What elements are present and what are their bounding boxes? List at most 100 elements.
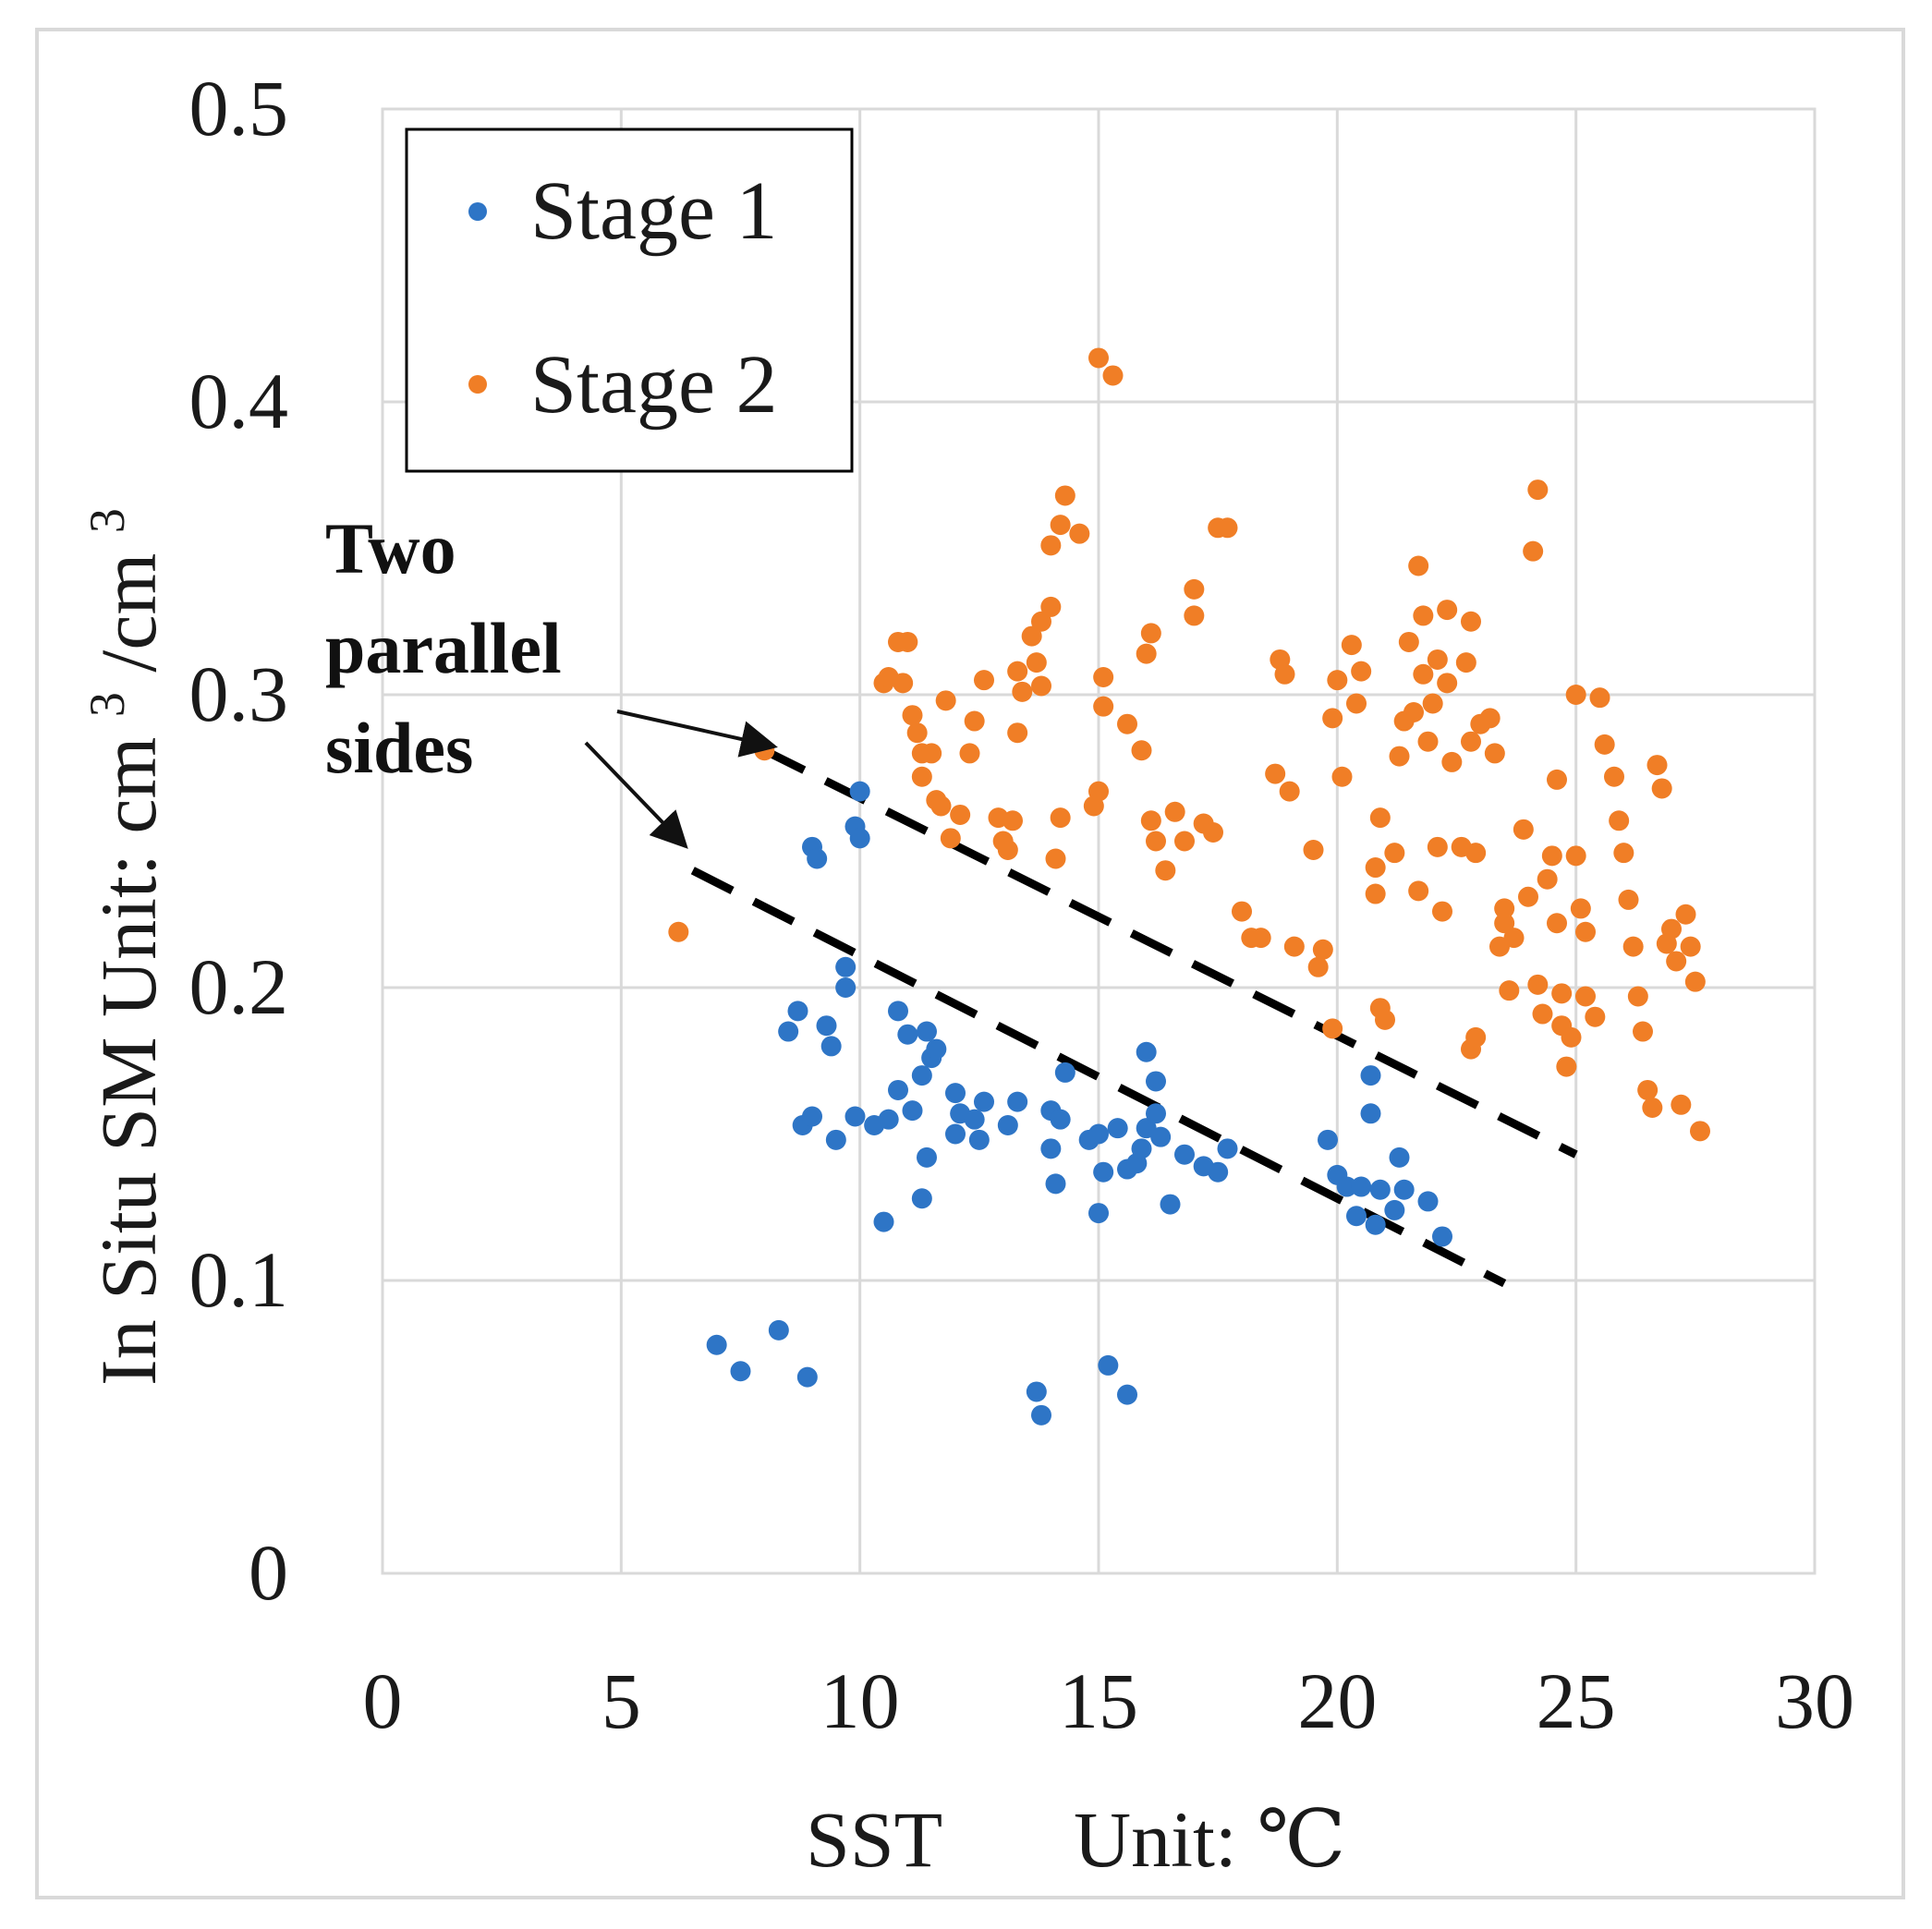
point-stage2 [1551, 983, 1573, 1004]
point-stage1 [1098, 1354, 1119, 1376]
point-stage1 [844, 1106, 866, 1127]
point-stage2 [1408, 880, 1429, 902]
point-stage2 [1164, 801, 1185, 822]
point-stage2 [1389, 746, 1410, 767]
reference-lines [690, 746, 1578, 1288]
point-stage2 [1408, 555, 1429, 576]
point-stage2 [1575, 986, 1596, 1007]
point-stage1 [1360, 1103, 1381, 1124]
point-stage2 [1131, 740, 1152, 761]
point-stage2 [1556, 1056, 1577, 1077]
y-axis-label-unit-mid: /cm [84, 553, 173, 673]
point-stage2 [1403, 702, 1424, 723]
point-stage2 [1136, 643, 1157, 664]
point-stage2 [1541, 845, 1562, 867]
point-stage2 [1088, 347, 1109, 369]
point-stage2 [1007, 661, 1028, 682]
point-stage1 [1031, 1404, 1051, 1426]
point-stage2 [1026, 652, 1047, 673]
point-stage1 [768, 1319, 789, 1341]
point-stage2 [1040, 596, 1062, 617]
point-stage2 [1661, 918, 1682, 940]
point-stage2 [1217, 517, 1238, 539]
x-axis-label-unit: Unit: ℃ [1074, 1795, 1346, 1884]
point-stage1 [1088, 1123, 1109, 1145]
point-stage2 [1437, 673, 1458, 694]
point-stage2 [1561, 1026, 1582, 1048]
point-stage1 [1050, 1109, 1071, 1130]
point-stage1 [997, 1114, 1018, 1135]
point-stage2 [1040, 535, 1062, 556]
y-axis-label-unit-sup: 3 [79, 692, 135, 717]
point-stage2 [1680, 936, 1701, 957]
x-tick-label: 25 [1537, 1656, 1616, 1745]
point-stage1 [1007, 1091, 1028, 1112]
point-stage2 [1155, 860, 1176, 881]
point-stage2 [1666, 951, 1687, 972]
point-stage2 [1527, 479, 1549, 501]
point-stage1 [835, 956, 857, 977]
point-stage2 [1690, 1121, 1710, 1142]
point-stage2 [1398, 631, 1419, 652]
x-tick-label: 5 [601, 1656, 641, 1745]
point-stage2 [1585, 1006, 1606, 1027]
point-stage1 [974, 1091, 994, 1112]
point-stage1 [1365, 1214, 1386, 1235]
point-stage2 [1312, 939, 1333, 960]
point-stage2 [1384, 843, 1405, 864]
point-stage2 [1331, 766, 1353, 787]
point-stage2 [1351, 661, 1372, 682]
point-stage2 [1050, 515, 1071, 536]
point-stage1 [902, 1100, 923, 1122]
point-stage2 [1627, 986, 1648, 1007]
point-stage1 [816, 1015, 837, 1037]
data-points [668, 347, 1710, 1426]
point-stage2 [1484, 743, 1505, 764]
point-stage2 [1651, 778, 1672, 799]
point-stage2 [1465, 1026, 1487, 1048]
point-stage2 [668, 921, 689, 942]
point-stage2 [906, 722, 928, 744]
point-stage2 [1054, 485, 1075, 506]
point-stage2 [1494, 913, 1515, 934]
point-stage1 [1146, 1071, 1166, 1092]
point-stage2 [1427, 649, 1448, 670]
x-tick-label: 10 [820, 1656, 900, 1745]
point-stage2 [1341, 635, 1362, 656]
point-stage2 [1465, 843, 1487, 864]
legend-label-stage2: Stage 2 [530, 339, 777, 431]
point-stage2 [1503, 928, 1525, 949]
point-stage2 [1045, 848, 1066, 869]
point-stage2 [1671, 1094, 1692, 1115]
point-stage2 [1518, 886, 1538, 907]
point-stage1 [730, 1361, 751, 1382]
point-stage2 [964, 710, 985, 732]
point-stage2 [1140, 810, 1161, 831]
point-stage1 [1117, 1384, 1137, 1405]
point-stage2 [1455, 652, 1476, 673]
x-axis-ticks: 0 5 10 15 20 25 30 [363, 1656, 1855, 1745]
y-axis-label-unit-sup2: 3 [79, 508, 135, 533]
point-stage1 [1208, 1161, 1229, 1183]
point-stage1 [1136, 1041, 1157, 1062]
y-axis-ticks: 0 0.1 0.2 0.3 0.4 0.5 [189, 64, 289, 1617]
point-stage2 [1494, 898, 1515, 919]
point-stage1 [1369, 1179, 1391, 1200]
point-stage2 [1184, 578, 1205, 600]
point-stage2 [1140, 623, 1161, 644]
point-stage2 [1417, 731, 1439, 752]
point-stage2 [1523, 540, 1544, 562]
point-stage2 [1250, 928, 1271, 949]
point-stage1 [964, 1109, 985, 1130]
point-stage2 [1461, 611, 1481, 632]
point-stage1 [911, 1065, 932, 1086]
point-stage2 [1547, 913, 1567, 934]
point-stage1 [1174, 1144, 1195, 1165]
figure-frame [35, 28, 1905, 1899]
legend: Stage 1 Stage 2 [405, 127, 854, 473]
point-stage2 [1021, 625, 1042, 647]
point-stage2 [1479, 708, 1501, 729]
annotation-line-2: parallel [325, 608, 562, 688]
point-stage2 [1322, 708, 1343, 729]
